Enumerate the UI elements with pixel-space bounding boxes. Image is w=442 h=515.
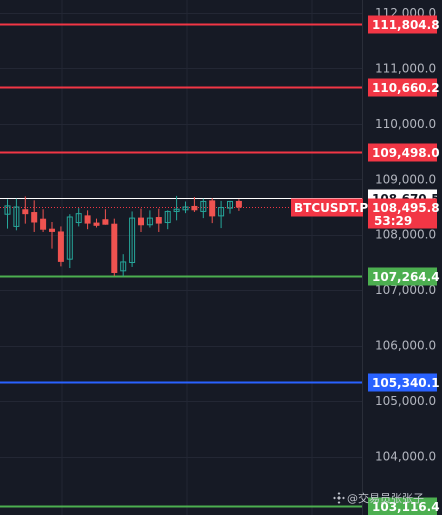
candle [120,254,127,277]
price-axis-tick-label: 109,000.0 [375,172,436,186]
candle-body [40,218,47,230]
candle [182,201,189,214]
candle-body [13,206,20,227]
candle-body [182,206,189,211]
current-price-tag-background [368,198,437,229]
price-axis[interactable]: 112,000.0111,000.0110,000.0109,000.0108,… [362,0,437,515]
candle-body [111,223,118,273]
candle-body [22,209,29,215]
candle [31,200,38,232]
candle-body [102,219,109,225]
candle [146,210,153,228]
candle [191,197,198,212]
level-tag-background [368,497,437,515]
candle [227,200,233,214]
candle-body [164,210,171,224]
candle-body [4,205,11,215]
level-tag-label: 109,498.0 [372,146,440,160]
candle [13,198,20,231]
level-price-tag: 109,498.0 [368,143,440,162]
level-price-tag: 105,340.1 [368,373,440,392]
level-price-tag: 111,804.8 [368,15,440,34]
candle-body [57,231,64,262]
candle-body [146,217,153,226]
candle-body [138,217,144,226]
level-tag-label: 103,116.4 [372,500,440,514]
candle-body [75,213,82,224]
level-tag-background [368,373,437,392]
candle-body [235,200,242,208]
current-price-tag: 108,495.853:29 [368,198,440,229]
chart-grid [0,0,362,515]
candle [200,198,207,219]
candle [138,208,144,232]
price-axis-tick-label: 111,000.0 [375,61,436,75]
candle-body [218,207,225,217]
candle [102,209,109,225]
candle [111,218,118,276]
candle [235,199,242,211]
current-price-label: 108,495.8 [372,201,440,215]
level-price-tag: 103,116.4 [368,497,440,515]
price-tags: 111,804.8 110,660.2 109,498.0 107,264.4 105,… [291,15,440,515]
candle [40,209,47,232]
countdown-label: 53:29 [374,214,412,228]
symbol-tag: BTCUSDT.P [291,198,368,217]
candle-body [129,217,136,263]
candle-body [200,200,207,212]
price-axis-tick-label: 110,000.0 [375,117,436,131]
candle [84,210,91,230]
price-axis-tick-label: 106,000.0 [375,339,436,353]
candle [57,226,64,267]
candle [49,221,55,249]
candle-body [227,200,233,209]
level-tag-background [368,143,437,162]
candlesticks [4,195,242,277]
candle-body [66,216,73,260]
candle [22,196,29,224]
candle [209,198,216,224]
candle [218,200,225,229]
candle-body [209,200,216,217]
horizontal-lines [0,23,362,508]
level-tag-background [368,15,437,34]
level-price-tag: 110,660.2 [368,78,440,97]
candle [66,214,73,269]
candle-body [173,208,180,212]
price-axis-tick-label: 107,000.0 [375,283,436,297]
price-axis-tick-label: 108,000.0 [375,228,436,242]
candle-body [120,261,127,272]
level-tag-label: 110,660.2 [372,81,440,95]
candle [93,218,100,228]
price-axis-tick-label: 105,000.0 [375,394,436,408]
candle-body [49,228,55,232]
level-tag-background [368,78,437,97]
candle [129,211,136,267]
candle-body [155,217,162,224]
candle-body [93,222,100,226]
candle [4,199,11,229]
candle [173,195,180,221]
candle-body [191,205,198,211]
candle [155,208,162,232]
level-tag-label: 107,264.4 [372,270,440,284]
candle [164,210,171,230]
candle-body [84,215,91,224]
price-axis-tick-label: 104,000.0 [375,450,436,464]
level-price-tag: 107,264.4 [368,267,440,286]
candle-body [31,212,38,223]
level-tag-background [368,267,437,286]
level-tag-label: 105,340.1 [372,376,440,390]
symbol-tag-label: BTCUSDT.P [294,201,368,215]
candle [75,208,82,227]
level-tag-label: 111,804.8 [372,18,440,32]
symbol-tag-background [291,198,363,217]
